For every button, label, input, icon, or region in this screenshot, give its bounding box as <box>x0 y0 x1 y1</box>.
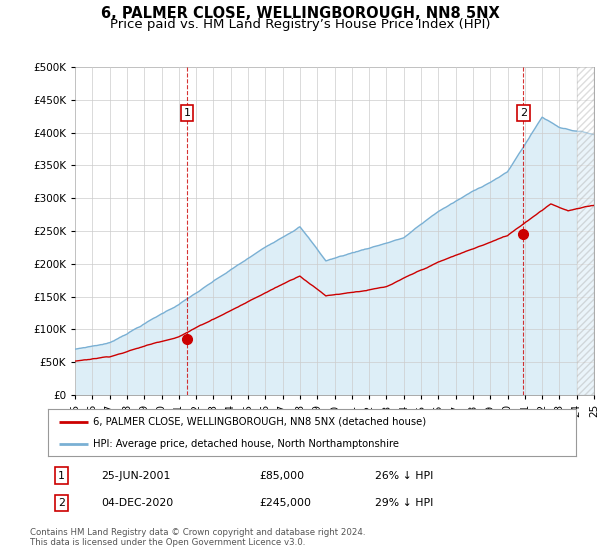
Text: 25-JUN-2001: 25-JUN-2001 <box>101 470 170 480</box>
Text: 2: 2 <box>520 108 527 118</box>
Text: 29% ↓ HPI: 29% ↓ HPI <box>376 498 434 508</box>
Text: 6, PALMER CLOSE, WELLINGBOROUGH, NN8 5NX: 6, PALMER CLOSE, WELLINGBOROUGH, NN8 5NX <box>101 6 499 21</box>
Text: £245,000: £245,000 <box>259 498 311 508</box>
Text: 1: 1 <box>58 470 65 480</box>
Text: 04-DEC-2020: 04-DEC-2020 <box>101 498 173 508</box>
Text: Price paid vs. HM Land Registry’s House Price Index (HPI): Price paid vs. HM Land Registry’s House … <box>110 18 490 31</box>
Text: 6, PALMER CLOSE, WELLINGBOROUGH, NN8 5NX (detached house): 6, PALMER CLOSE, WELLINGBOROUGH, NN8 5NX… <box>93 417 426 427</box>
Text: HPI: Average price, detached house, North Northamptonshire: HPI: Average price, detached house, Nort… <box>93 438 399 449</box>
Text: 26% ↓ HPI: 26% ↓ HPI <box>376 470 434 480</box>
Text: Contains HM Land Registry data © Crown copyright and database right 2024.
This d: Contains HM Land Registry data © Crown c… <box>30 528 365 547</box>
Text: 2: 2 <box>58 498 65 508</box>
Text: £85,000: £85,000 <box>259 470 304 480</box>
Text: 1: 1 <box>184 108 191 118</box>
